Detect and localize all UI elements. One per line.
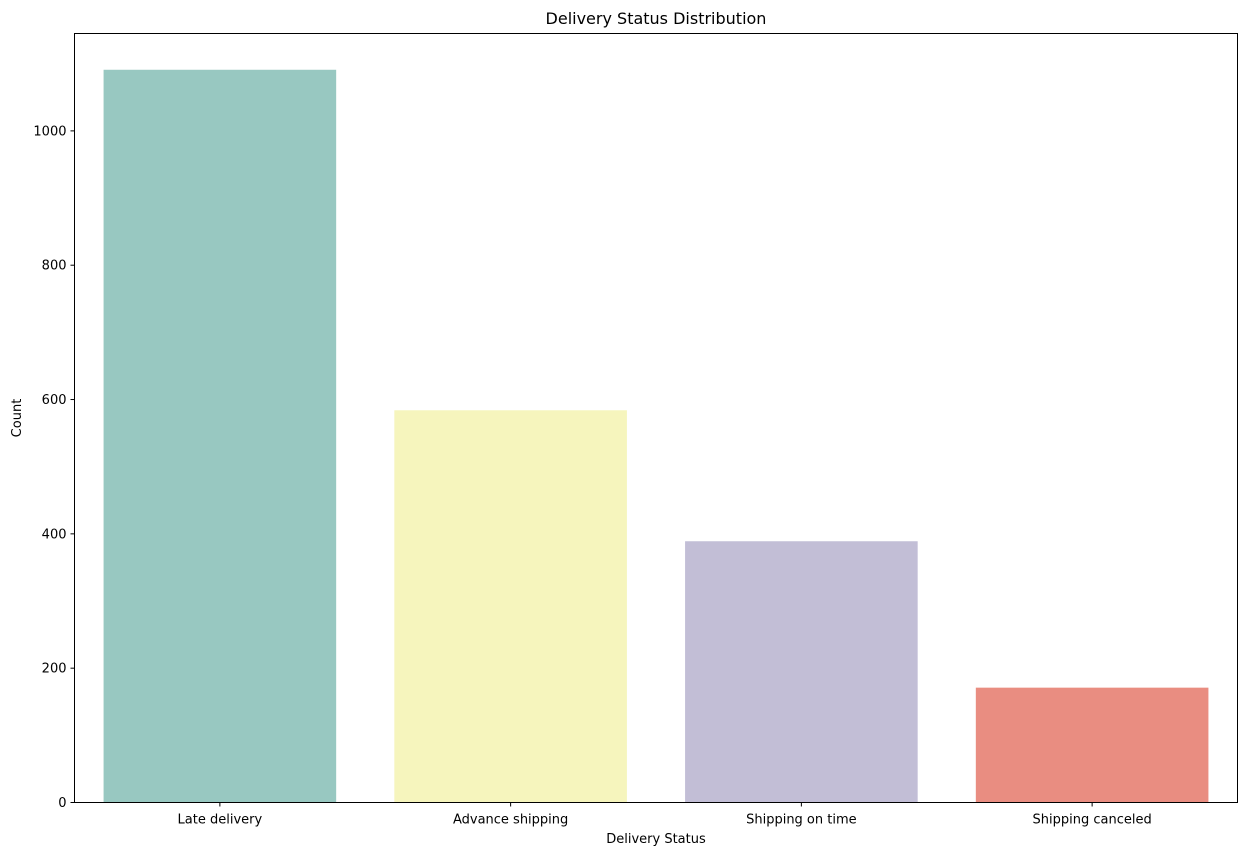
x-axis-label: Delivery Status [606,832,706,847]
x-tick-label: Late delivery [178,813,263,828]
plot-frame [74,33,1238,803]
y-axis: 0 200 400 600 800 1000 [33,124,75,811]
y-tick-label: 200 [42,662,67,677]
x-tick-label: Advance shipping [453,813,568,828]
bar-shipping-canceled [975,687,1209,803]
y-tick-label: 0 [58,796,66,811]
y-tick-label: 1000 [33,124,66,139]
bar-late-delivery [103,69,337,803]
chart-title: Delivery Status Distribution [546,9,767,28]
x-tick-label: Shipping on time [746,813,857,828]
y-tick-label: 800 [42,259,67,274]
x-tick-label: Shipping canceled [1033,813,1152,828]
bars-group [103,69,1209,803]
y-tick-label: 400 [42,527,67,542]
bar-shipping-on-time [685,541,918,803]
x-axis: Late delivery Advance shipping Shipping on… [178,802,1152,828]
bar-advance-shipping [394,410,627,803]
y-axis-label: Count [10,399,25,438]
y-tick-label: 600 [42,393,67,408]
